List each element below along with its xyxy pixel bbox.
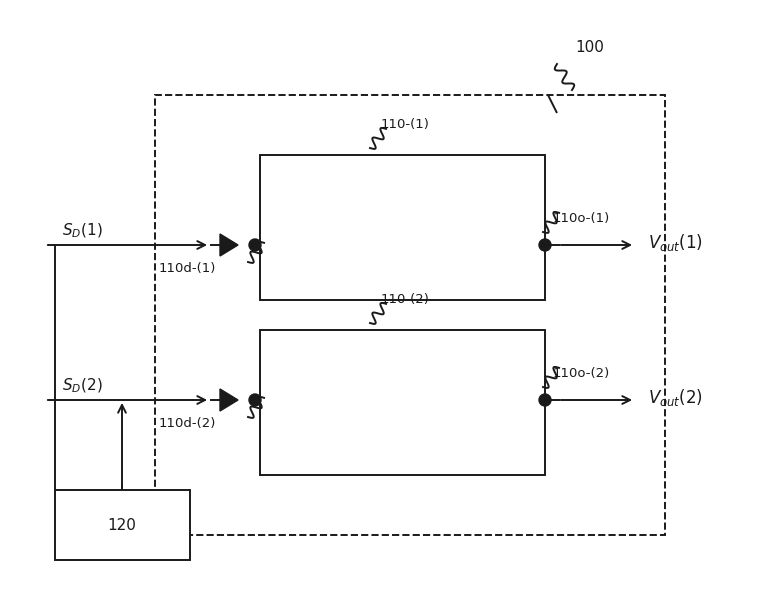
Text: 110-(1): 110-(1) [381,118,430,131]
Text: $V_{out}(2)$: $V_{out}(2)$ [648,387,703,408]
Text: 100: 100 [575,40,604,55]
Circle shape [539,394,551,406]
Text: 110-(2): 110-(2) [381,293,430,306]
Circle shape [249,394,261,406]
Bar [260,330,545,475]
Text: $S_D(2)$: $S_D(2)$ [62,377,103,395]
Text: 110d-(2): 110d-(2) [159,417,216,430]
Circle shape [539,239,551,251]
Text: $V_{out}(1)$: $V_{out}(1)$ [648,232,703,253]
Text: 110d-(1): 110d-(1) [159,262,216,275]
Bar [260,155,545,300]
Polygon shape [220,234,238,256]
Polygon shape [220,389,238,411]
Bar [155,95,665,535]
Text: 110o-(2): 110o-(2) [553,367,611,380]
Text: 110o-(1): 110o-(1) [553,212,611,225]
Text: 120: 120 [107,518,136,532]
Text: $S_D(1)$: $S_D(1)$ [62,222,103,240]
Circle shape [249,239,261,251]
Bar [55,490,190,560]
